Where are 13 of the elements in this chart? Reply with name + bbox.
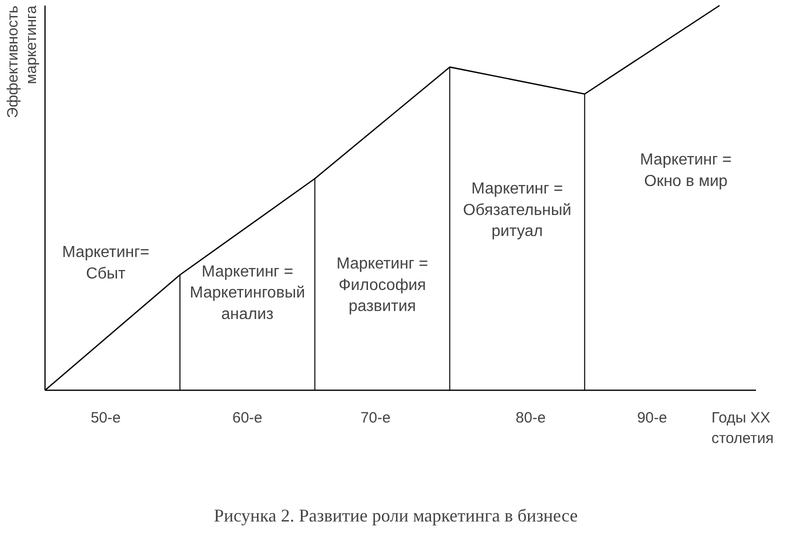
text: 80-е bbox=[516, 410, 546, 427]
text: 90-е bbox=[637, 410, 668, 427]
text: 50-е bbox=[90, 410, 121, 427]
y-axis-title: Эффективность маркетинга bbox=[4, 4, 40, 118]
annotation: Маркетинг = Обязательный ритуал bbox=[463, 180, 572, 240]
annotation: Маркетинг = Маркетинговый анализ bbox=[190, 263, 306, 323]
text: Рисунка 2. Развитие роли маркетинга в бизнесе bbox=[214, 506, 578, 526]
annotation: Маркетинг = Философия развития bbox=[336, 256, 428, 316]
annotation: Маркетинг= Сбыт bbox=[62, 244, 150, 282]
x-axis-title: Годы XX столетия bbox=[711, 410, 774, 447]
text: 60-е bbox=[232, 410, 262, 427]
text: 70-е bbox=[360, 410, 391, 427]
annotation: Маркетинг = Окно в мир bbox=[640, 152, 732, 190]
